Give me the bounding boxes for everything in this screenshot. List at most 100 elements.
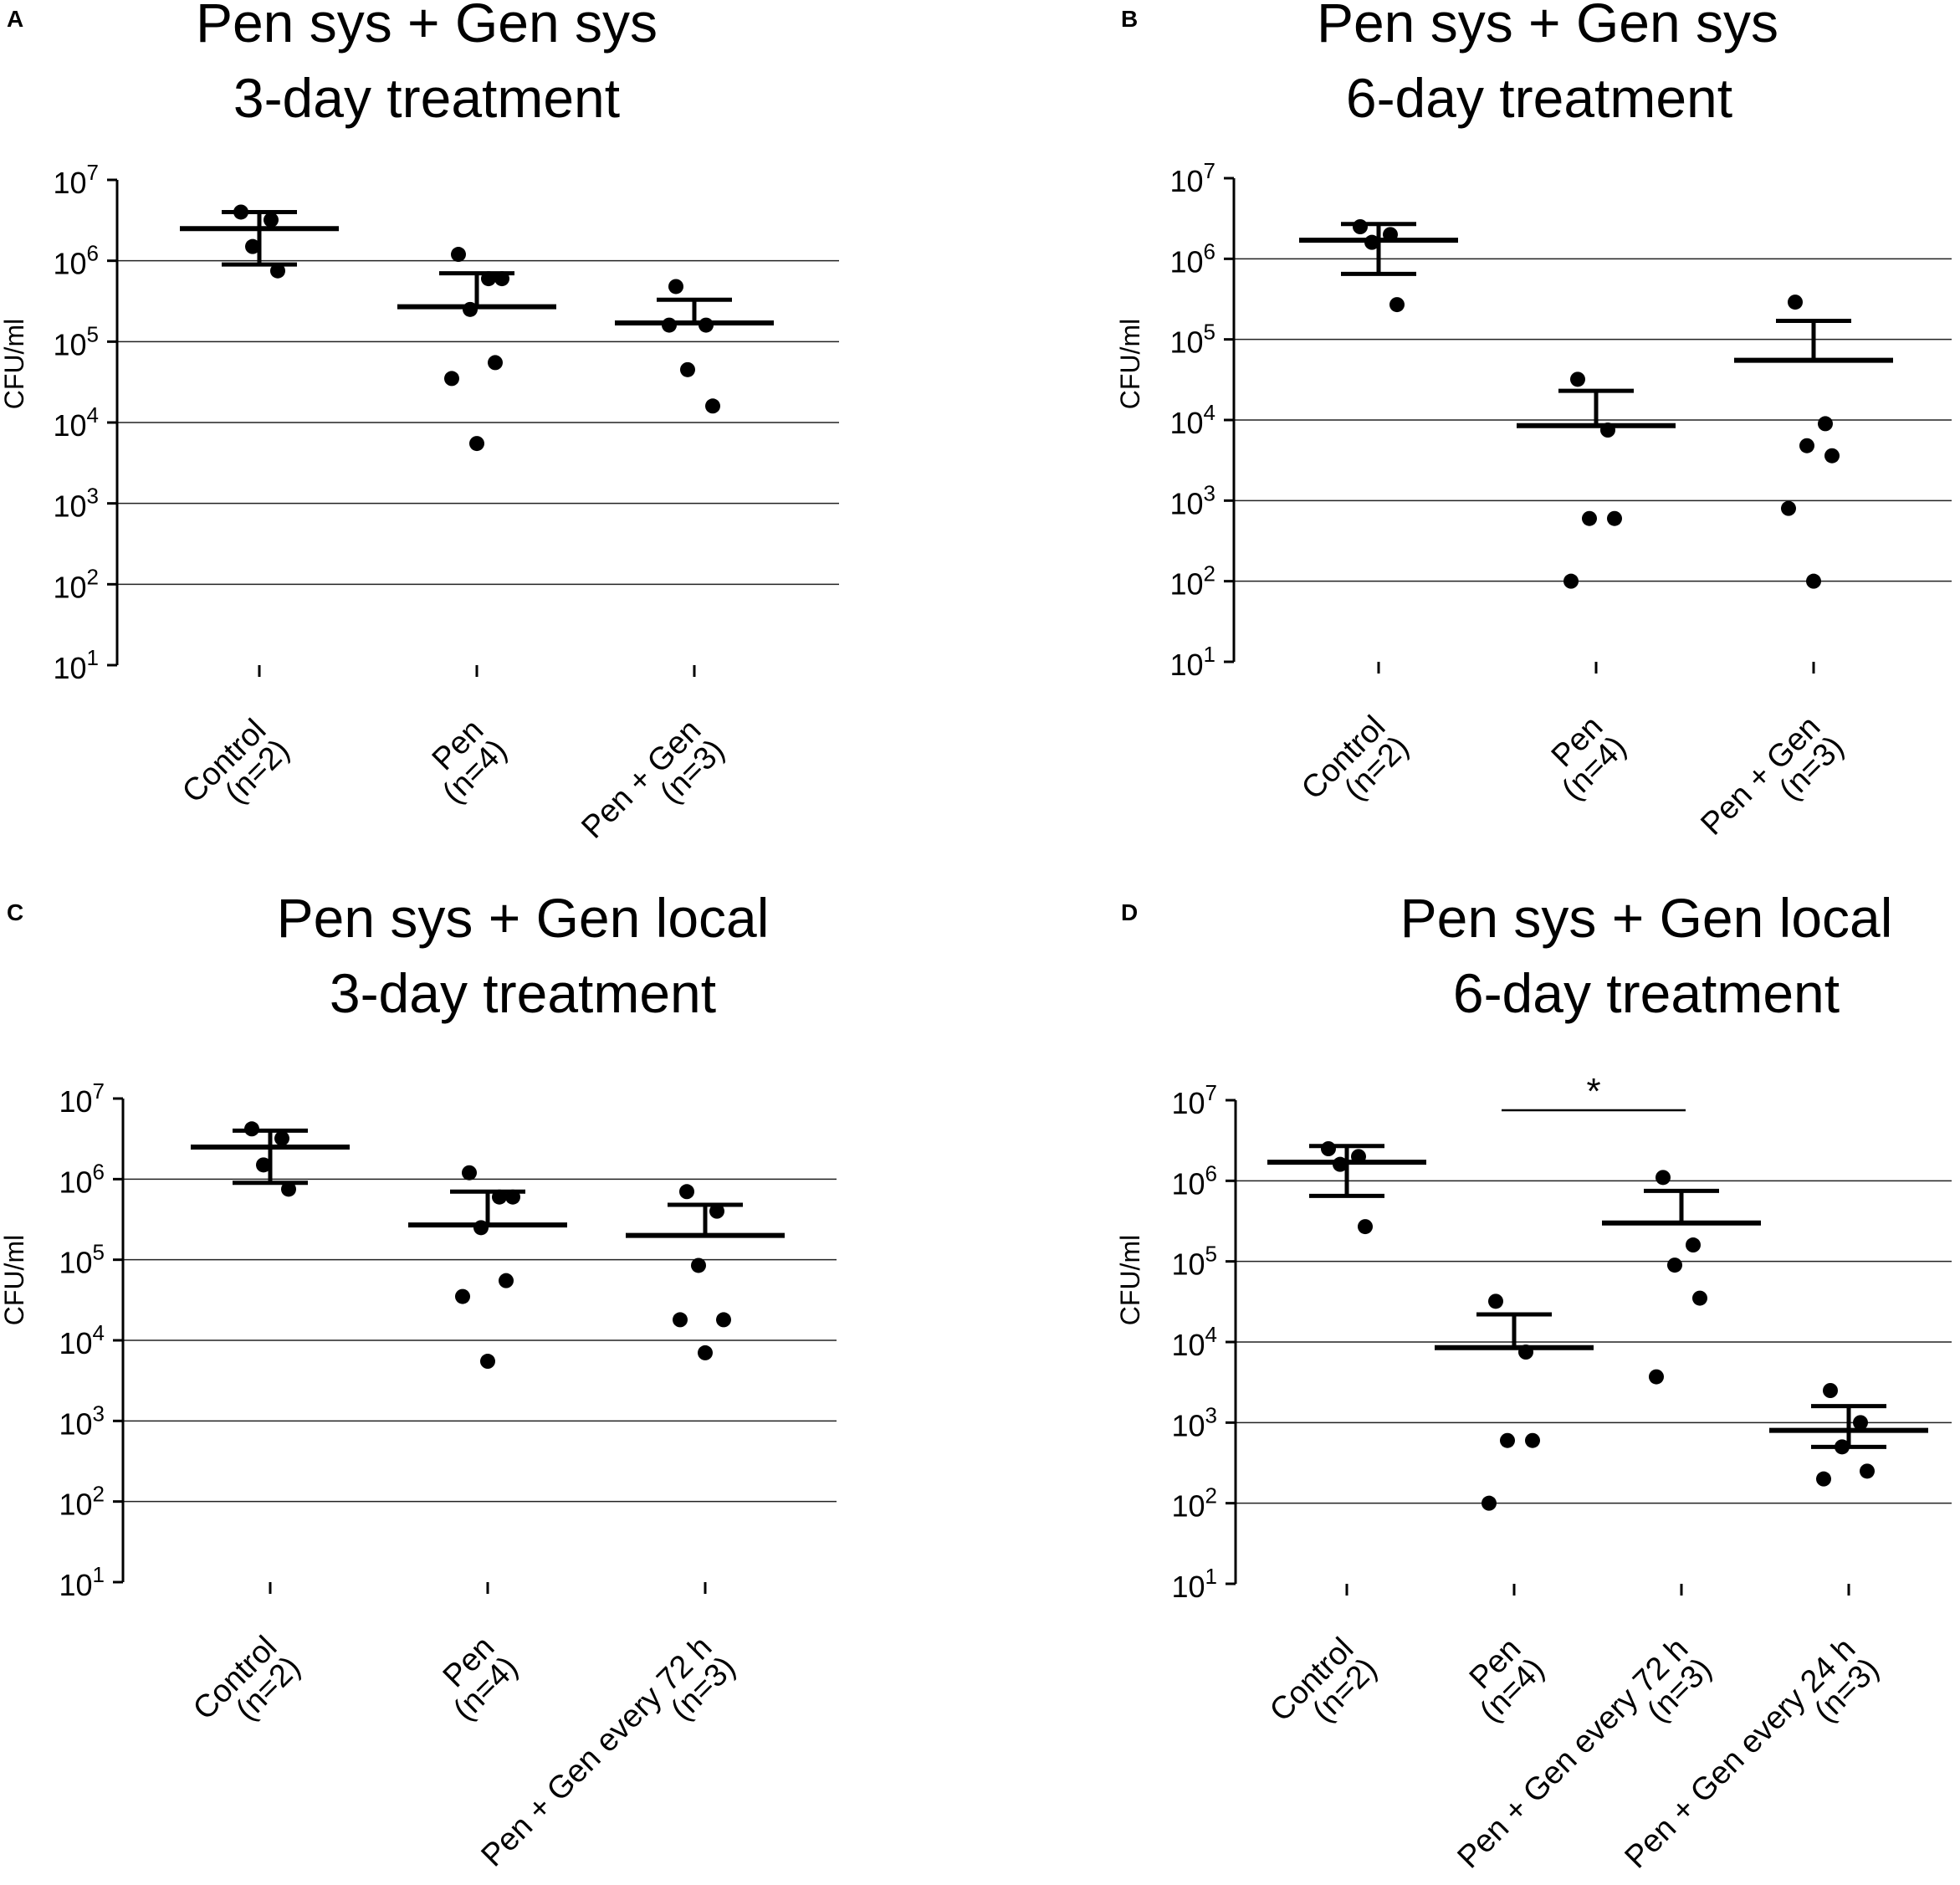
panel-d-data-point — [1649, 1369, 1664, 1385]
panel-b-data-point — [1570, 371, 1585, 387]
panel-c-data-point — [274, 1130, 289, 1146]
panel-label-c: C — [7, 899, 23, 925]
panel-d-y-tick-label: 102 — [1171, 1483, 1217, 1524]
panel-d-data-point — [1816, 1471, 1831, 1487]
panel-label-b: B — [1121, 6, 1138, 32]
panel-c-y-tick-label: 102 — [59, 1482, 105, 1522]
panel-a-y-tick-label: 106 — [53, 241, 99, 281]
panel-d-data-point — [1686, 1237, 1701, 1253]
panel-c-data-point — [281, 1181, 296, 1197]
panel-b-data-point — [1364, 234, 1379, 250]
panel-a-data-point — [469, 436, 484, 452]
panel-c-data-point — [455, 1288, 470, 1304]
panel-b-data-point — [1607, 510, 1622, 526]
panel-d-data-point — [1488, 1293, 1503, 1309]
panel-b-data-point — [1799, 438, 1814, 453]
panel-c-data-point — [716, 1312, 731, 1328]
panel-a-data-point — [245, 238, 260, 254]
panel-c-data-point — [244, 1121, 259, 1137]
panel-d-title-line1: Pen sys + Gen local — [1400, 887, 1893, 949]
panel-b-y-tick-label: 105 — [1169, 320, 1215, 360]
panel-c-y-tick-label: 104 — [59, 1320, 105, 1360]
panel-b-y-tick-label: 106 — [1169, 238, 1215, 279]
panel-a-data-point — [668, 279, 683, 295]
panel-b-y-tick-label: 103 — [1169, 480, 1215, 520]
panel-c-data-point — [473, 1220, 489, 1236]
panel-b-title-line1: Pen sys + Gen sys — [1317, 0, 1778, 54]
panel-d-y-tick-label: 101 — [1171, 1564, 1217, 1604]
panel-c-y-tick-label: 106 — [59, 1159, 105, 1199]
panel-c-data-point — [256, 1157, 271, 1173]
panel-c-y-tick-label: 101 — [59, 1562, 105, 1602]
panel-d-data-point — [1823, 1382, 1838, 1398]
panel-a-y-tick-label: 101 — [53, 645, 99, 685]
panel-b-data-point — [1600, 423, 1615, 438]
panel-c-data-point — [691, 1258, 706, 1273]
panel-c-data-point — [505, 1189, 520, 1205]
panel-a-data-point — [451, 247, 466, 263]
panel-d-data-point — [1667, 1258, 1682, 1273]
panel-d-data-point — [1358, 1219, 1373, 1235]
panel-b-y-tick-label: 107 — [1169, 158, 1215, 198]
panel-d-data-point — [1692, 1290, 1707, 1306]
panel-b-data-point — [1563, 573, 1579, 589]
panel-b-data-point — [1788, 295, 1803, 310]
panel-b-data-point — [1824, 448, 1840, 464]
panel-d-data-point — [1333, 1156, 1348, 1172]
panel-d-y-tick-label: 106 — [1171, 1160, 1217, 1201]
panel-a-data-point — [444, 371, 459, 387]
panel-c-data-point — [499, 1273, 514, 1288]
panel-c-data-point — [679, 1184, 694, 1200]
panel-c-data-point — [480, 1354, 495, 1370]
panel-d-data-point — [1860, 1463, 1875, 1479]
panel-c-data-point — [673, 1312, 688, 1328]
panel-d-data-point — [1853, 1415, 1868, 1431]
panel-c-data-point — [492, 1189, 507, 1205]
panel-a-y-tick-label: 102 — [53, 564, 99, 604]
panel-label-d: D — [1121, 899, 1138, 925]
panel-a-y-tick-label: 107 — [53, 160, 99, 200]
panel-d-y-tick-label: 105 — [1171, 1242, 1217, 1282]
panel-b-y-tick-label: 101 — [1169, 642, 1215, 682]
panel-b-data-point — [1818, 416, 1833, 432]
panel-d-data-point — [1525, 1432, 1540, 1448]
panel-c-ylabel: CFU/ml — [0, 1235, 29, 1325]
panel-a-y-tick-label: 103 — [53, 484, 99, 524]
panel-d-ylabel: CFU/ml — [1115, 1235, 1145, 1325]
panel-a-y-tick-label: 104 — [53, 402, 99, 443]
panel-d-data-point — [1518, 1345, 1533, 1360]
panel-c-data-point — [462, 1165, 477, 1181]
panel-c-y-tick-label: 107 — [59, 1078, 105, 1119]
panel-a-title-line2: 3-day treatment — [233, 67, 620, 129]
panel-a-data-point — [699, 317, 714, 333]
panel-c-data-point — [709, 1203, 724, 1219]
panel-a-data-point — [494, 271, 509, 287]
panel-a-data-point — [662, 317, 677, 333]
panel-a-title-line1: Pen sys + Gen sys — [196, 0, 658, 54]
panel-b-data-point — [1582, 510, 1597, 526]
panel-b-title-line2: 6-day treatment — [1346, 67, 1732, 129]
panel-a-ylabel: CFU/ml — [0, 319, 29, 409]
panel-a-data-point — [481, 271, 496, 287]
panel-label-a: A — [7, 6, 23, 32]
panel-a-data-point — [270, 263, 285, 279]
panel-b-data-point — [1383, 227, 1398, 243]
panel-a-data-point — [680, 361, 695, 377]
panel-a-data-point — [488, 355, 503, 371]
panel-d-significance-star: * — [1586, 1071, 1600, 1112]
panel-d-data-point — [1482, 1495, 1497, 1511]
panel-a-data-point — [705, 398, 720, 414]
panel-a-data-point — [463, 301, 478, 317]
panel-b-y-tick-label: 102 — [1169, 561, 1215, 602]
panel-d-data-point — [1500, 1432, 1515, 1448]
panel-d-data-point — [1351, 1149, 1366, 1165]
panel-d-y-tick-label: 104 — [1171, 1322, 1217, 1362]
panel-a-data-point — [233, 204, 248, 220]
panel-d-data-point — [1656, 1170, 1671, 1186]
panel-b-data-point — [1353, 218, 1368, 234]
panel-d-title-line2: 6-day treatment — [1453, 962, 1840, 1024]
panel-b-y-tick-label: 104 — [1169, 400, 1215, 440]
panel-c-y-tick-label: 105 — [59, 1240, 105, 1280]
panel-c-y-tick-label: 103 — [59, 1401, 105, 1441]
